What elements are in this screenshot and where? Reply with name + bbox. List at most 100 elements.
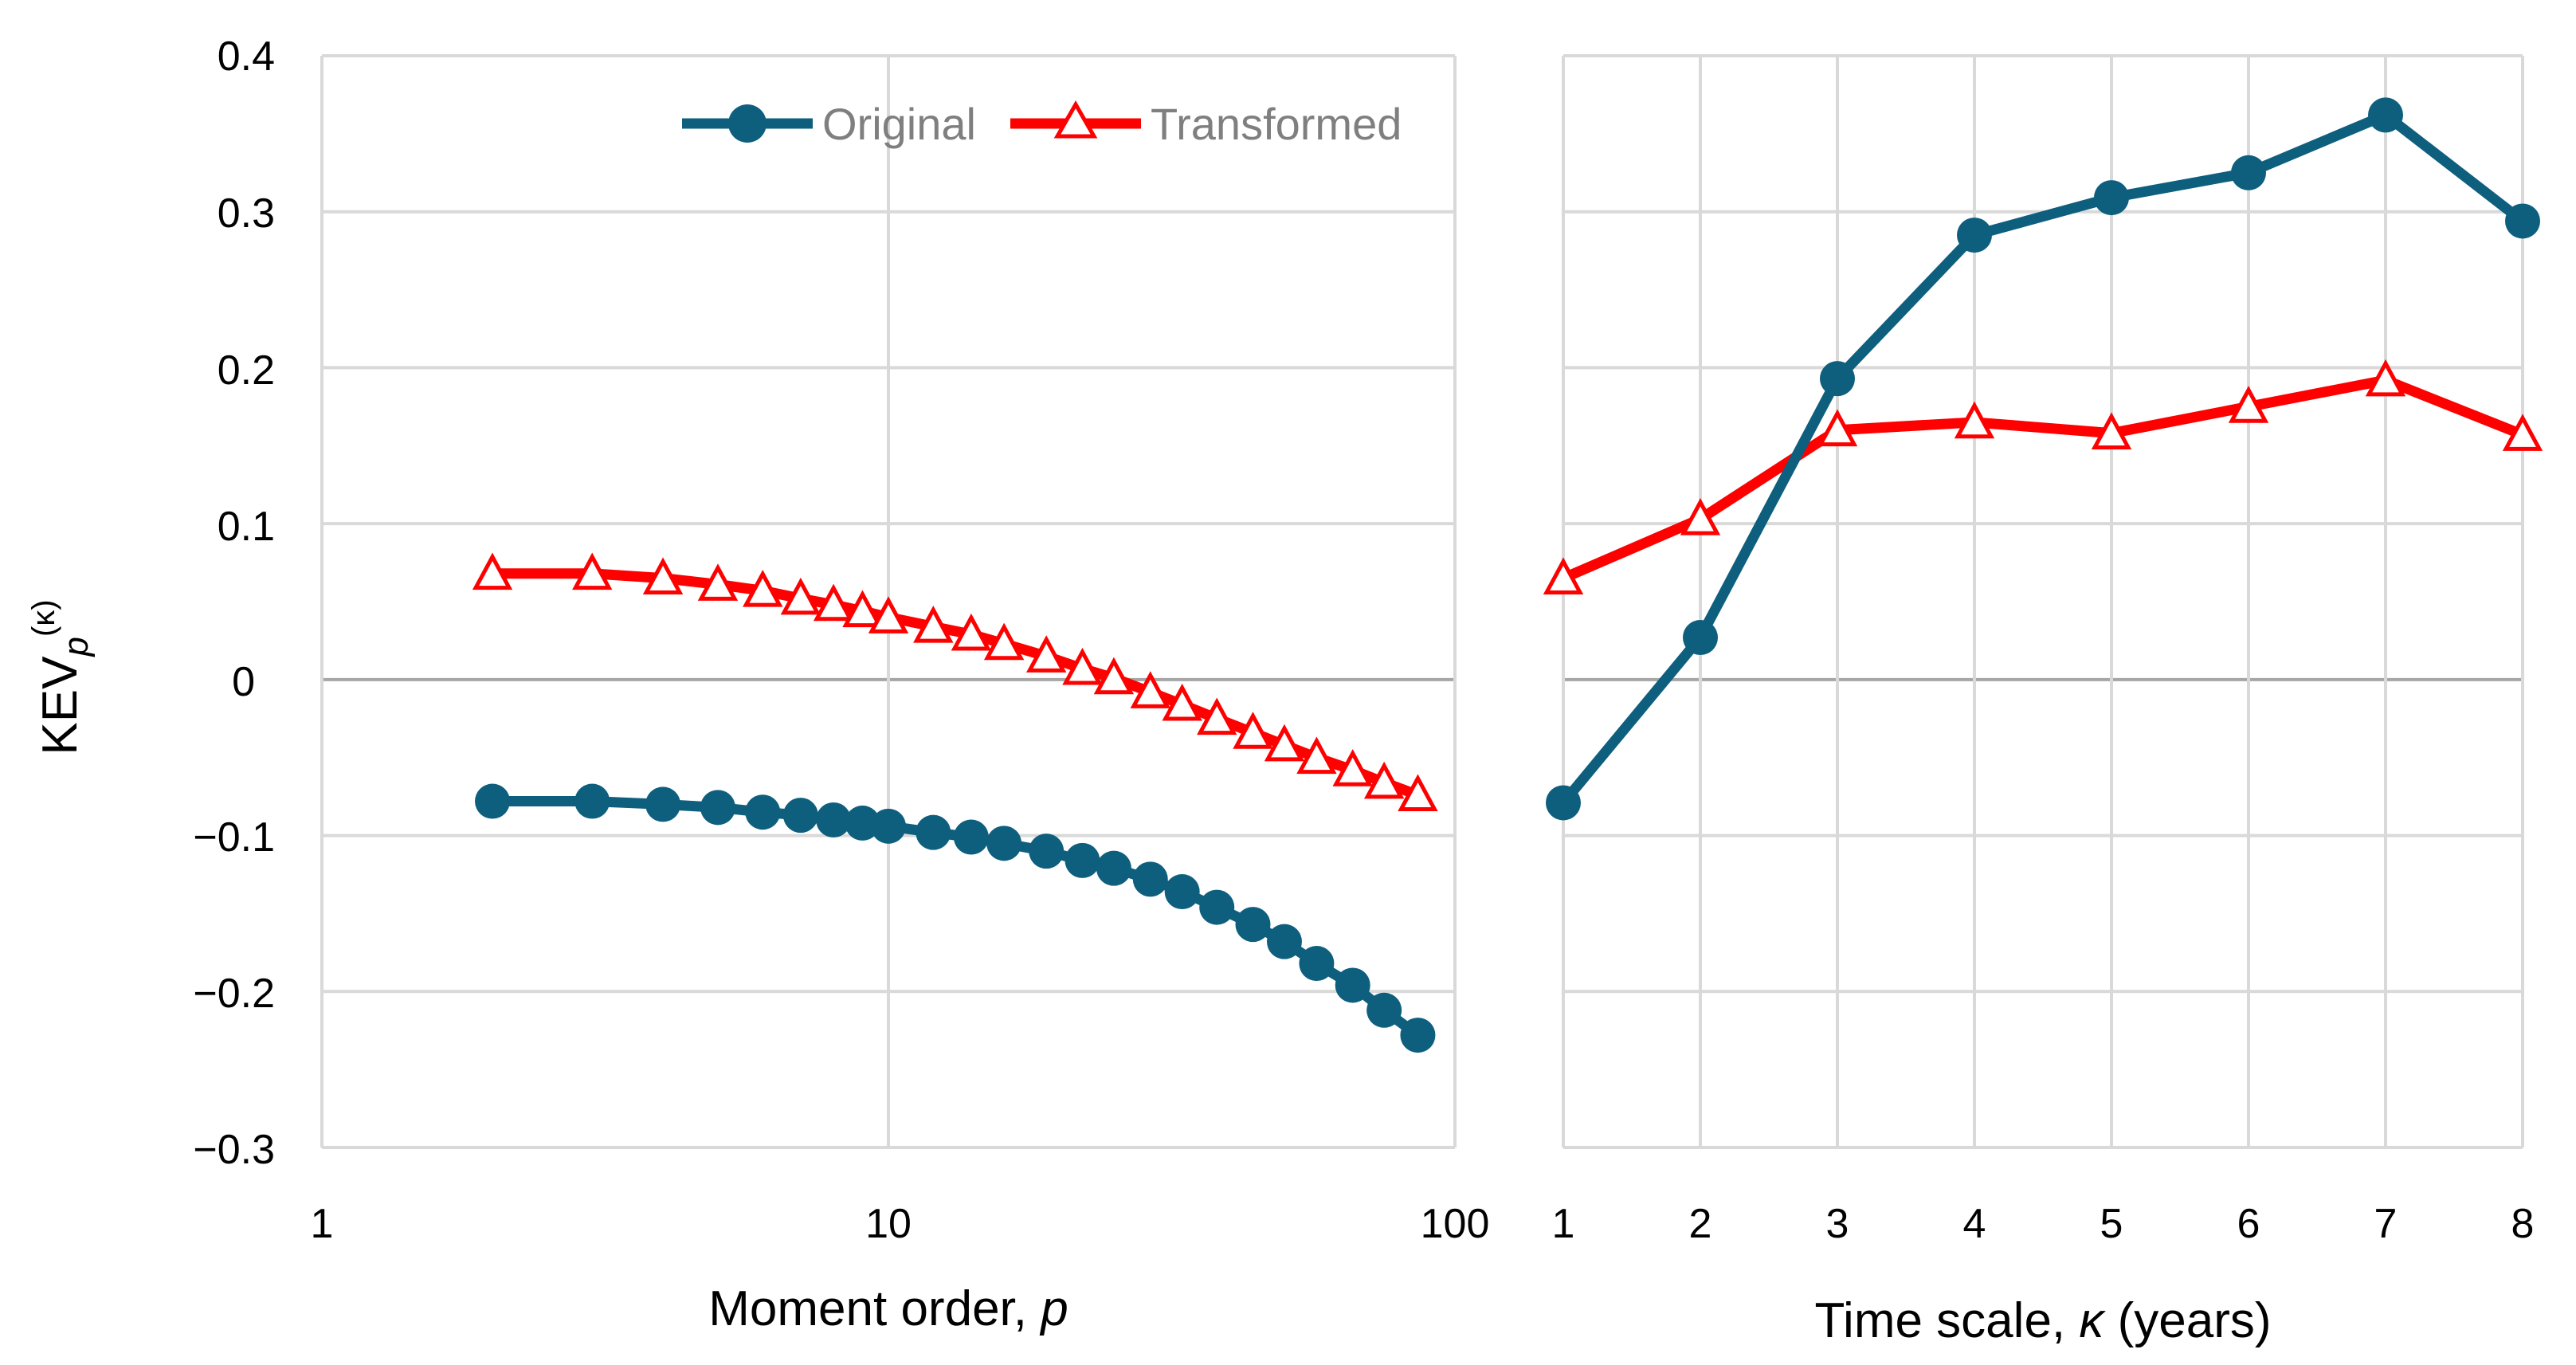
- original-data-point: [475, 783, 511, 819]
- y-tick-labels: 0.4 0.3 0.2 0.1 0 −0.1 −0.2 −0.3: [193, 33, 275, 1173]
- y-tick-label: −0.2: [193, 971, 275, 1017]
- y-tick-label: −0.1: [193, 814, 275, 861]
- transformed-data-point: [951, 613, 992, 651]
- transformed-data-point: [1162, 683, 1202, 721]
- transformed-data-point: [472, 552, 513, 590]
- right-x-tick-label: 3: [1826, 1201, 1849, 1247]
- transformed-data-point: [1398, 774, 1438, 812]
- original-data-point: [1335, 967, 1370, 1003]
- legend-transformed-label: Transformed: [1151, 99, 1402, 149]
- transformed-data-point: [1026, 635, 1067, 673]
- transformed-data-point: [2228, 386, 2269, 423]
- transformed-data-point: [2365, 359, 2406, 397]
- original-data-point: [1400, 1018, 1436, 1053]
- transformed-data-point: [1233, 712, 1273, 749]
- left-panel: [320, 54, 1457, 1149]
- right-panel: [1543, 54, 2543, 1149]
- left-x-axis-label-var: p: [1039, 1281, 1068, 1336]
- left-x-tick-label: 100: [1421, 1201, 1490, 1247]
- transformed-data-point: [1093, 657, 1135, 695]
- original-data-point: [2231, 155, 2266, 190]
- original-data-point: [1366, 992, 1402, 1028]
- original-data-point: [1096, 850, 1131, 886]
- transformed-data-point: [1543, 557, 1584, 594]
- transformed-data-point: [1264, 724, 1305, 762]
- right-x-axis-label-var: κ: [2079, 1293, 2106, 1348]
- left-x-tick-label: 1: [311, 1201, 334, 1247]
- original-data-point: [986, 826, 1022, 861]
- y-tick-label: 0: [232, 659, 255, 705]
- y-tick-label: 0.1: [218, 504, 275, 550]
- original-data-point: [2094, 180, 2129, 216]
- transformed-data-point: [913, 606, 954, 643]
- y-tick-label: 0.2: [218, 347, 275, 394]
- original-data-point: [1164, 874, 1200, 910]
- legend-original-marker: [728, 104, 767, 143]
- legend-transformed-marker: [1053, 100, 1098, 139]
- transformed-data-point: [1130, 671, 1170, 708]
- original-data-point: [1683, 620, 1718, 656]
- y-tick-label: 0.4: [218, 33, 275, 80]
- right-x-tick-label: 2: [1689, 1201, 1712, 1247]
- transformed-series-line: [1561, 375, 2525, 583]
- right-x-tick-label: 5: [2100, 1201, 2123, 1247]
- original-data-point: [1820, 361, 1855, 397]
- original-data-point: [1546, 785, 1581, 821]
- right-x-tick-label: 1: [1552, 1201, 1575, 1247]
- left-x-tick-labels: 1 10 100: [311, 1201, 1490, 1247]
- original-data-point: [645, 786, 681, 822]
- transformed-series-line: [492, 568, 1420, 800]
- transformed-data-point: [1817, 409, 1858, 447]
- original-data-point: [1065, 842, 1100, 878]
- y-axis-label: KEVp(κ): [26, 599, 96, 755]
- original-data-point: [700, 790, 735, 826]
- y-tick-label: 0.3: [218, 190, 275, 237]
- transformed-data-point: [1296, 736, 1337, 775]
- legend: Original Transformed: [682, 99, 1402, 149]
- original-data-point: [1957, 218, 1992, 253]
- original-data-point: [916, 814, 951, 850]
- left-x-axis-label-text: Moment order,: [708, 1281, 1041, 1336]
- left-x-axis-label: Moment order, p: [708, 1281, 1068, 1336]
- original-data-point: [2505, 203, 2540, 239]
- right-series-layer: [1543, 97, 2543, 821]
- left-series-layer: [472, 552, 1438, 1053]
- legend-original-label: Original: [822, 99, 976, 149]
- right-x-axis-label-text: Time scale,: [1814, 1293, 2079, 1348]
- right-x-tick-label: 7: [2374, 1201, 2398, 1247]
- original-data-point: [1029, 834, 1065, 869]
- right-x-tick-label: 6: [2237, 1201, 2260, 1247]
- original-series-line: [1559, 109, 2526, 806]
- transformed-data-point: [1062, 647, 1103, 685]
- original-data-point: [574, 783, 610, 819]
- transformed-data-point: [1680, 498, 1721, 535]
- transformed-data-point: [642, 557, 684, 594]
- transformed-data-point: [1954, 401, 1995, 439]
- original-data-point: [816, 802, 852, 837]
- original-data-point: [1235, 907, 1271, 943]
- transformed-data-point: [780, 577, 821, 615]
- original-data-point: [1266, 924, 1302, 959]
- right-x-tick-labels: 1 2 3 4 5 6 7 8: [1552, 1201, 2535, 1247]
- left-gridlines: [320, 54, 1457, 1149]
- transformed-data-point: [983, 622, 1025, 661]
- transformed-data-point: [2091, 412, 2132, 449]
- transformed-data-point: [2502, 414, 2543, 451]
- y-axis-label-main: KEV: [33, 656, 88, 755]
- original-data-point: [2368, 97, 2403, 133]
- original-data-point: [1299, 946, 1335, 982]
- transformed-data-point: [1197, 697, 1237, 735]
- right-x-tick-label: 8: [2511, 1201, 2535, 1247]
- original-data-point: [871, 808, 906, 844]
- y-axis-label-sub: p: [57, 637, 96, 657]
- right-x-tick-label: 4: [1963, 1201, 1986, 1247]
- transformed-data-point: [697, 563, 739, 601]
- original-data-point: [782, 798, 818, 834]
- original-data-point: [845, 805, 880, 841]
- original-data-point: [1199, 889, 1235, 925]
- original-data-point: [953, 819, 989, 855]
- transformed-data-point: [868, 596, 909, 633]
- original-data-point: [745, 794, 781, 830]
- transformed-data-point: [842, 590, 883, 628]
